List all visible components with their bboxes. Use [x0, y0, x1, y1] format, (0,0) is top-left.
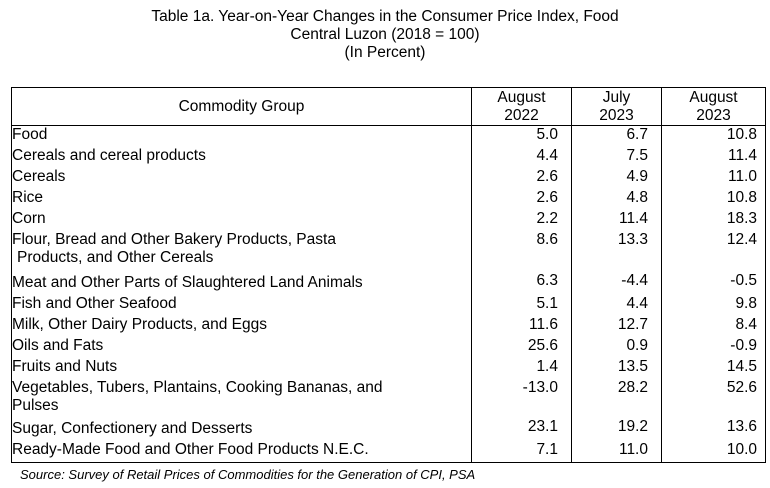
row-label: Flour, Bread and Other Bakery Products, … — [11, 231, 472, 270]
table-row-milk: Milk, Other Dairy Products, and Eggs 11.… — [11, 316, 766, 337]
cell-july-2023: 11.0 — [571, 441, 662, 463]
cell-august-2023: 18.3 — [661, 210, 766, 231]
table-row-cereals-products: Cereals and cereal products 4.4 7.5 11.4 — [11, 147, 766, 168]
cell-july-2023: 4.8 — [571, 189, 662, 210]
header-august-2023: August 2023 — [661, 87, 766, 126]
cell-august-2022: 2.6 — [471, 189, 572, 210]
source-note: Source: Survey of Retail Prices of Commo… — [20, 467, 476, 482]
cell-july-2023: 4.9 — [571, 168, 662, 189]
title-line-3: (In Percent) — [344, 44, 426, 61]
title-line-1: Table 1a. Year-on-Year Changes in the Co… — [151, 8, 619, 25]
cell-july-2023: 7.5 — [571, 147, 662, 168]
row-label: Cereals — [11, 168, 472, 189]
cell-august-2023: 13.6 — [661, 418, 766, 441]
cell-august-2023: 10.0 — [661, 441, 766, 463]
row-label: Cereals and cereal products — [11, 147, 472, 168]
header-august-2022-year: 2022 — [504, 106, 539, 124]
header-august-2022-month: August — [497, 88, 546, 106]
table-row-sugar: Sugar, Confectionery and Desserts 23.1 1… — [11, 418, 766, 441]
cell-july-2023: 13.3 — [571, 231, 662, 270]
cell-july-2023: -4.4 — [571, 270, 662, 295]
table-row-food: Food 5.0 6.7 10.8 — [11, 125, 766, 147]
table-row-fish: Fish and Other Seafood 5.1 4.4 9.8 — [11, 295, 766, 316]
cell-august-2022: 7.1 — [471, 441, 572, 463]
row-label-line-1: Vegetables, Tubers, Plantains, Cooking B… — [12, 379, 383, 396]
row-label: Ready-Made Food and Other Food Products … — [11, 441, 472, 463]
cell-august-2023: 9.8 — [661, 295, 766, 316]
table-row-rice: Rice 2.6 4.8 10.8 — [11, 189, 766, 210]
row-label: Fish and Other Seafood — [11, 295, 472, 316]
cell-august-2023: -0.9 — [661, 337, 766, 358]
row-label: Rice — [11, 189, 472, 210]
cell-july-2023: 28.2 — [571, 379, 662, 418]
row-label: Sugar, Confectionery and Desserts — [11, 418, 472, 441]
table-row-cereals: Cereals 2.6 4.9 11.0 — [11, 168, 766, 189]
row-label: Fruits and Nuts — [11, 358, 472, 379]
table-row-meat: Meat and Other Parts of Slaughtered Land… — [11, 270, 766, 295]
header-row: Commodity Group August 2022 July 2023 Au… — [11, 87, 766, 126]
cell-july-2023: 4.4 — [571, 295, 662, 316]
cell-july-2023: 11.4 — [571, 210, 662, 231]
cell-august-2023: -0.5 — [661, 270, 766, 295]
cell-august-2023: 52.6 — [661, 379, 766, 418]
row-label: Meat and Other Parts of Slaughtered Land… — [11, 270, 472, 295]
row-label-line-1: Flour, Bread and Other Bakery Products, … — [12, 231, 336, 248]
header-august-2022: August 2022 — [471, 87, 572, 126]
cell-august-2023: 14.5 — [661, 358, 766, 379]
cell-july-2023: 6.7 — [571, 125, 662, 147]
header-august-2023-month: August — [689, 88, 738, 106]
row-label: Oils and Fats — [11, 337, 472, 358]
row-label: Corn — [11, 210, 472, 231]
table-row-oils: Oils and Fats 25.6 0.9 -0.9 — [11, 337, 766, 358]
cell-july-2023: 12.7 — [571, 316, 662, 337]
cell-august-2022: 25.6 — [471, 337, 572, 358]
table-row-corn: Corn 2.2 11.4 18.3 — [11, 210, 766, 231]
header-july-2023-year: 2023 — [599, 106, 634, 124]
cell-august-2023: 8.4 — [661, 316, 766, 337]
table-row-vegetables: Vegetables, Tubers, Plantains, Cooking B… — [11, 379, 766, 418]
row-label-line-2: Pulses — [12, 397, 59, 414]
header-july-2023: July 2023 — [571, 87, 662, 126]
cpi-food-table: Commodity Group August 2022 July 2023 Au… — [11, 87, 766, 463]
cell-july-2023: 0.9 — [571, 337, 662, 358]
cell-july-2023: 13.5 — [571, 358, 662, 379]
title-line-2: Central Luzon (2018 = 100) — [290, 26, 480, 43]
cell-august-2022: 23.1 — [471, 418, 572, 441]
cell-july-2023: 19.2 — [571, 418, 662, 441]
cell-august-2022: 2.2 — [471, 210, 572, 231]
header-august-2023-year: 2023 — [696, 106, 731, 124]
row-label: Food — [11, 125, 472, 147]
header-july-2023-month: July — [602, 88, 631, 106]
header-commodity-group: Commodity Group — [11, 87, 472, 126]
table-title: Table 1a. Year-on-Year Changes in the Co… — [0, 8, 770, 62]
cell-august-2022: 11.6 — [471, 316, 572, 337]
cell-august-2022: 4.4 — [471, 147, 572, 168]
table-row-flour-bread: Flour, Bread and Other Bakery Products, … — [11, 231, 766, 270]
cell-august-2022: 6.3 — [471, 270, 572, 295]
row-label: Vegetables, Tubers, Plantains, Cooking B… — [11, 379, 472, 418]
cell-august-2023: 10.8 — [661, 189, 766, 210]
cell-august-2023: 10.8 — [661, 125, 766, 147]
table-row-fruits: Fruits and Nuts 1.4 13.5 14.5 — [11, 358, 766, 379]
cell-august-2022: 8.6 — [471, 231, 572, 270]
row-label: Milk, Other Dairy Products, and Eggs — [11, 316, 472, 337]
cell-august-2022: 1.4 — [471, 358, 572, 379]
cell-august-2023: 11.0 — [661, 168, 766, 189]
row-label-line-2: Products, and Other Cereals — [17, 249, 214, 266]
cell-august-2022: 2.6 — [471, 168, 572, 189]
cell-august-2022: -13.0 — [471, 379, 572, 418]
cell-august-2022: 5.1 — [471, 295, 572, 316]
table-row-ready-made: Ready-Made Food and Other Food Products … — [11, 441, 766, 463]
cell-august-2023: 12.4 — [661, 231, 766, 270]
cell-august-2023: 11.4 — [661, 147, 766, 168]
cell-august-2022: 5.0 — [471, 125, 572, 147]
